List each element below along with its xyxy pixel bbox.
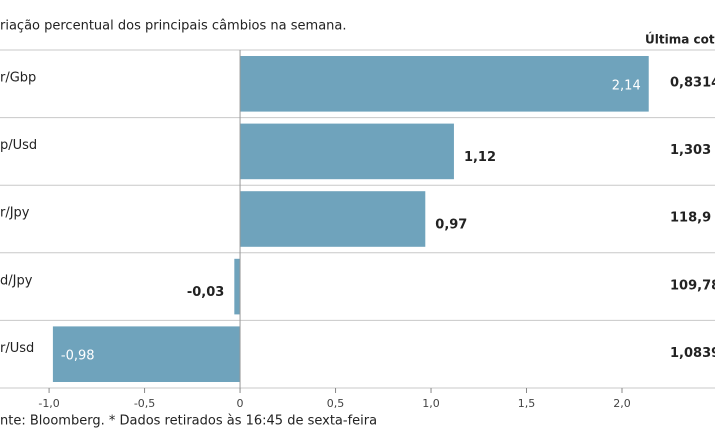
quote: 118,9 [670,211,711,226]
x-tick-label: 0,5 [327,397,345,410]
bar [240,123,454,180]
quote: 0,8314 [670,76,715,91]
quote: 1,0839 [670,346,715,361]
quote: 109,78 [670,278,715,293]
x-tick-label: 2,0 [613,397,631,410]
bar [234,258,241,315]
bar [240,56,649,112]
bar [240,191,426,247]
category-label: p/Usd [0,138,37,153]
x-tick-label: -0,5 [134,397,155,410]
bar [52,326,241,382]
value-label: -0,03 [187,285,224,300]
value-label: -0,98 [61,349,95,364]
value-label: 0,97 [435,218,467,233]
chart-title: riação percentual dos principais câmbios… [0,19,347,34]
quote-header: Última cotaç [645,32,715,47]
quote: 1,303 [670,143,711,158]
x-tick-label: 0 [237,397,244,410]
category-label: r/Gbp [0,71,36,86]
value-label: 1,12 [464,150,496,165]
category-label: r/Usd [0,341,34,356]
category-label: d/Jpy [0,273,33,288]
category-label: r/Jpy [0,206,30,221]
source: nte: Bloomberg. * Dados retirados às 16:… [0,414,377,429]
x-tick-label: 1,0 [422,397,440,410]
value-label: 2,14 [612,78,641,93]
x-tick-label: -1,0 [38,397,59,410]
x-tick-label: 1,5 [518,397,536,410]
